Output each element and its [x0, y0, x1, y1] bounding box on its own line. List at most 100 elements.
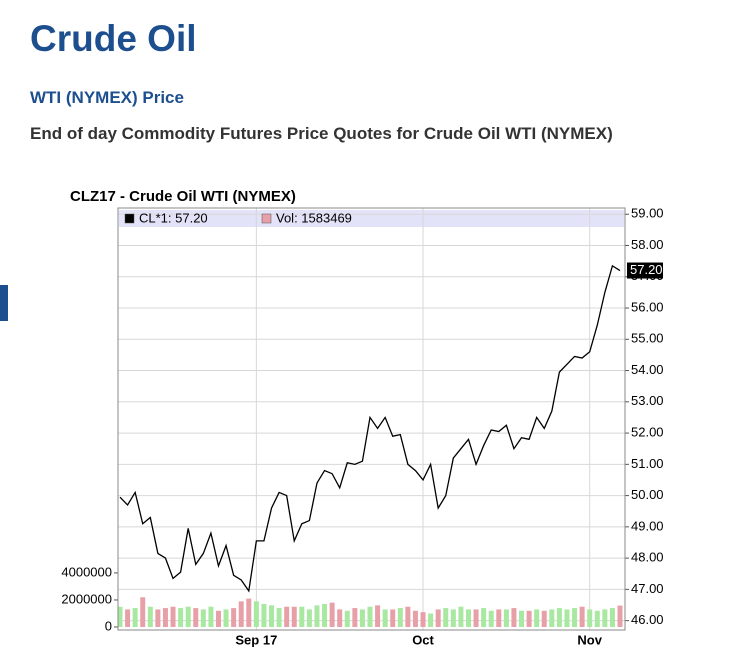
volume-bar — [390, 609, 396, 627]
volume-bar — [170, 606, 176, 627]
volume-bar — [178, 608, 184, 627]
volume-bar — [299, 606, 305, 627]
volume-bar — [367, 606, 373, 627]
volume-bar — [185, 606, 191, 627]
x-tick-label: Nov — [577, 632, 602, 647]
y-tick-label: 51.00 — [631, 456, 664, 471]
volume-bar — [412, 610, 418, 627]
volume-bar — [473, 609, 479, 627]
y2-tick-label: 0 — [105, 618, 112, 633]
y-tick-label: 46.00 — [631, 612, 664, 627]
volume-bar — [488, 610, 494, 627]
volume-bar — [405, 606, 411, 627]
y-tick-label: 50.00 — [631, 487, 664, 502]
volume-bar — [435, 609, 441, 627]
volume-bar — [481, 608, 487, 627]
volume-bar — [269, 605, 275, 627]
volume-bar — [253, 601, 259, 627]
side-marker — [0, 285, 8, 321]
volume-bar — [375, 605, 381, 627]
y-tick-label: 49.00 — [631, 518, 664, 533]
x-tick-label: Oct — [412, 632, 434, 647]
volume-bar — [231, 608, 237, 627]
volume-bar — [594, 610, 600, 627]
volume-bar — [223, 609, 229, 627]
volume-bar — [519, 610, 525, 627]
volume-bar — [556, 608, 562, 627]
plot-frame — [117, 207, 626, 631]
volume-bar — [344, 610, 350, 627]
volume-bar — [352, 608, 358, 627]
y-tick-label: 52.00 — [631, 425, 664, 440]
volume-bar — [215, 610, 221, 627]
volume-bar — [125, 609, 131, 627]
volume-bar — [526, 610, 532, 627]
last-price-label: 57.20 — [630, 262, 663, 277]
volume-bar — [617, 605, 623, 627]
volume-bar — [511, 608, 517, 627]
volume-bar — [132, 608, 138, 627]
y-tick-label: 59.00 — [631, 206, 664, 221]
x-tick-label: Sep 17 — [235, 632, 277, 647]
price-line — [119, 264, 621, 593]
volume-bar — [587, 609, 593, 627]
volume-bar — [496, 609, 502, 627]
volume-bar — [359, 609, 365, 627]
y-tick-label: 54.00 — [631, 362, 664, 377]
volume-bar — [117, 606, 123, 627]
volume-bar — [261, 604, 267, 627]
legend-label: Vol: 1583469 — [276, 210, 352, 225]
page-subtitle: WTI (NYMEX) Price — [30, 88, 184, 107]
volume-bar — [579, 606, 585, 627]
volume-bar — [306, 609, 312, 627]
y-tick-label: 56.00 — [631, 299, 664, 314]
chart-title: CLZ17 - Crude Oil WTI (NYMEX) — [70, 188, 296, 205]
volume-bar — [602, 609, 608, 627]
volume-bar — [549, 609, 555, 627]
volume-bar — [284, 606, 290, 627]
volume-bar — [534, 609, 540, 627]
volume-bar — [147, 606, 153, 627]
legend-swatch — [261, 213, 272, 224]
y-tick-label: 48.00 — [631, 550, 664, 565]
y-tick-label: 58.00 — [631, 237, 664, 252]
last-price-box — [627, 262, 663, 279]
volume-bar — [208, 606, 214, 627]
volume-bar — [238, 601, 244, 627]
volume-bar — [541, 610, 547, 627]
volume-bar — [291, 606, 297, 627]
volume-bar — [162, 608, 168, 627]
volume-bar — [458, 606, 464, 627]
volume-bar — [572, 608, 578, 627]
volume-bar — [276, 608, 282, 627]
volume-bar — [155, 609, 161, 627]
y-tick-label: 53.00 — [631, 393, 664, 408]
volume-bar — [314, 605, 320, 627]
y-tick-label: 47.00 — [631, 581, 664, 596]
legend-swatch — [124, 213, 135, 224]
page-description: End of day Commodity Futures Price Quote… — [30, 124, 613, 143]
volume-bar — [465, 609, 471, 627]
volume-bar — [564, 609, 570, 627]
y-tick-label: 55.00 — [631, 331, 664, 346]
volume-bar — [322, 604, 328, 627]
volume-bar — [246, 598, 252, 627]
volume-bar — [443, 608, 449, 627]
volume-bar — [503, 609, 509, 627]
volume-bar — [428, 613, 434, 627]
volume-bar — [420, 612, 426, 627]
volume-bar — [193, 608, 199, 627]
volume-bar — [140, 597, 146, 627]
legend-label: CL*1: 57.20 — [139, 210, 208, 225]
volume-bar — [609, 608, 615, 627]
y2-tick-label: 4000000 — [61, 564, 112, 579]
page-title: Crude Oil — [30, 18, 197, 59]
volume-bar — [337, 609, 343, 627]
volume-bar — [450, 609, 456, 627]
y2-tick-label: 2000000 — [61, 591, 112, 606]
volume-bar — [382, 609, 388, 627]
volume-bar — [329, 602, 335, 627]
volume-bar — [200, 609, 206, 627]
